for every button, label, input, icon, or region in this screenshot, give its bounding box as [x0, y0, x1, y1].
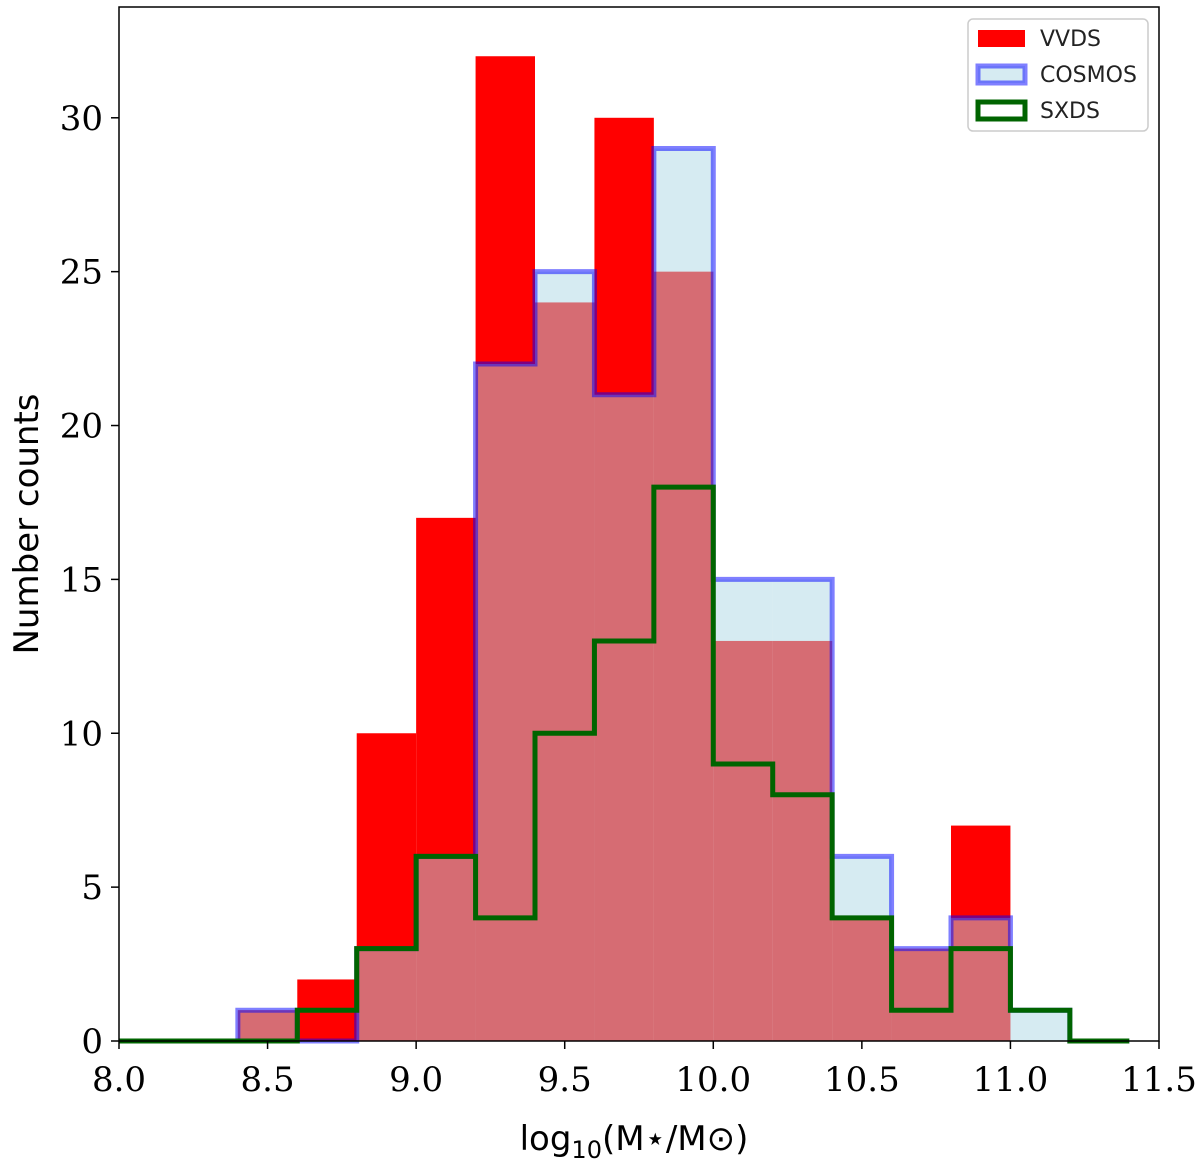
legend: VVDS COSMOS SXDS	[967, 18, 1149, 132]
x-tick-label: 10.0	[675, 1060, 751, 1100]
bar-cosmos	[772, 579, 833, 1041]
y-tick-label: 20	[60, 407, 103, 447]
y-tick-label: 25	[60, 253, 103, 293]
legend-item-cosmos: COSMOS	[975, 63, 1137, 88]
bar-cosmos	[356, 948, 417, 1041]
series-sxds	[119, 484, 1130, 1044]
x-tick-label: 8.5	[241, 1060, 295, 1100]
bar-cosmos	[1010, 1010, 1070, 1041]
bar-cosmos	[951, 917, 1011, 1041]
bar-cosmos	[416, 856, 476, 1041]
legend-item-vvds: VVDS	[978, 27, 1101, 52]
step-sxds	[119, 484, 1130, 1044]
x-tick-label: 8.0	[92, 1060, 146, 1100]
legend-swatch	[975, 63, 1028, 86]
y-tick-label: 30	[60, 99, 103, 139]
bar-cosmos	[535, 271, 595, 1041]
y-tick-label: 5	[81, 868, 103, 908]
legend-label: SXDS	[1040, 99, 1100, 124]
y-tick-label: 0	[81, 1022, 103, 1062]
legend-item-sxds: SXDS	[975, 99, 1100, 124]
plot-frame	[118, 6, 1160, 1042]
x-tick-label: 9.0	[389, 1060, 443, 1100]
bar-cosmos	[891, 948, 951, 1041]
x-tick-label: 11.0	[973, 1060, 1049, 1100]
series-cosmos	[119, 146, 1130, 1044]
legend-swatch	[978, 30, 1025, 47]
x-tick-label: 9.5	[538, 1060, 592, 1100]
legend-swatch	[975, 99, 1028, 122]
bar-cosmos	[713, 579, 773, 1041]
legend-label: COSMOS	[1040, 63, 1137, 88]
y-axis-label: Number counts	[7, 393, 47, 654]
y-tick-label: 15	[60, 560, 103, 600]
bar-cosmos	[594, 394, 654, 1041]
bar-cosmos	[237, 1010, 298, 1041]
bar-cosmos	[475, 363, 535, 1041]
x-axis-label: log10(M⋆/M⊙)	[520, 1119, 749, 1164]
bar-cosmos	[653, 148, 714, 1042]
x-tick-label: 11.5	[1121, 1060, 1197, 1100]
legend-label: VVDS	[1040, 27, 1101, 52]
y-tick-label: 10	[60, 714, 103, 754]
x-tick-label: 10.5	[824, 1060, 900, 1100]
bar-cosmos	[832, 856, 892, 1041]
